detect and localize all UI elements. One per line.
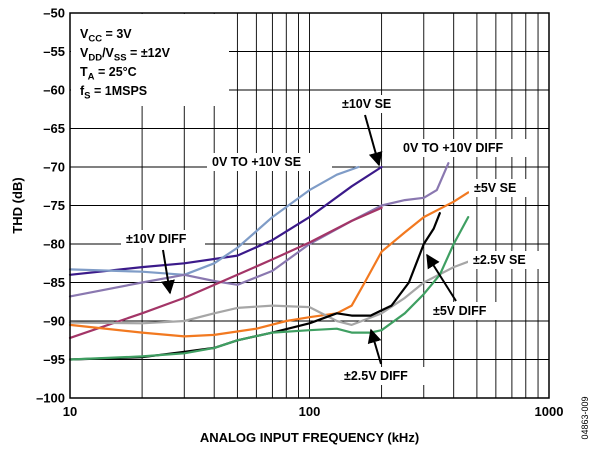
condition-line: VCC = 3V — [80, 27, 132, 45]
series-lines — [68, 162, 470, 361]
series-label-10v-se: ±10V SE — [342, 97, 391, 111]
label-bg-2-5v-se — [468, 251, 544, 269]
y-tick-label: –95 — [43, 352, 65, 367]
y-tick-label: –55 — [43, 44, 65, 59]
series-line--10v-se — [68, 165, 383, 276]
label-bg-10v-se — [336, 95, 400, 113]
y-tick-label: –75 — [43, 198, 65, 213]
x-tick-label: 100 — [299, 404, 321, 419]
arrow-10v-diff — [161, 249, 175, 295]
series-label-0v-to-10v-diff: 0V TO +10V DIFF — [403, 141, 504, 155]
y-tick-label: –60 — [43, 83, 65, 98]
series-line--10v-diff — [68, 206, 383, 339]
y-tick-label: –85 — [43, 275, 65, 290]
figure-id: 04863-009 — [580, 396, 590, 439]
label-bg-0v-to-10v-diff — [398, 139, 536, 157]
plot-frame — [69, 12, 550, 399]
arrow-5v-diff — [426, 253, 457, 302]
series-annotations: ±10V SE 0V TO +10V SE 0V TO +10V DIFF ±10V … — [121, 95, 544, 385]
arrow-2-5v-diff — [367, 328, 382, 365]
series-label-2-5v-se: ±2.5V SE — [473, 253, 526, 267]
label-bg-2-5v-diff — [339, 367, 431, 385]
y-axis-title: THD (dB) — [10, 177, 25, 233]
series-label-2-5v-diff: ±2.5V DIFF — [344, 369, 408, 383]
series-line--2-5v-se — [68, 260, 470, 326]
label-bg-0v-to-10v-se — [207, 153, 332, 171]
arrow-10v-se — [364, 114, 383, 167]
condition-line: TA = 25°C — [80, 65, 137, 83]
x-tick-label: 1000 — [535, 404, 564, 419]
label-bg-5v-diff — [428, 302, 504, 320]
condition-line: VDD/VSS = ±12V — [80, 46, 171, 64]
y-tick-label: –80 — [43, 237, 65, 252]
series-line-0v-to-10v-diff — [68, 162, 450, 298]
y-tick-label: –90 — [43, 314, 65, 329]
x-axis-title: ANALOG INPUT FREQUENCY (kHz) — [200, 430, 419, 445]
series-line--2-5v-diff — [68, 216, 470, 361]
series-label-10v-diff: ±10V DIFF — [126, 232, 187, 246]
axis-titles: ANALOG INPUT FREQUENCY (kHz) THD (dB) — [10, 177, 419, 445]
series-line--5v-se — [68, 191, 470, 338]
plot-border — [69, 12, 550, 399]
condition-line: fS = 1MSPS — [80, 84, 147, 102]
series-label-5v-se: ±5V SE — [474, 181, 516, 195]
conditions-box — [71, 14, 229, 106]
y-tick-label: –65 — [43, 121, 65, 136]
y-tick-label: –70 — [43, 160, 65, 175]
series-label-0v-to-10v-se: 0V TO +10V SE — [212, 155, 301, 169]
series-label-5v-diff: ±5V DIFF — [433, 304, 487, 318]
y-tick-label: –50 — [43, 6, 65, 21]
label-bg-10v-diff — [121, 230, 205, 248]
series-line-0v-to-10v-se — [68, 165, 360, 276]
x-tick-label: 10 — [63, 404, 77, 419]
label-bg-5v-se — [469, 179, 531, 197]
y-tick-label: –100 — [36, 391, 65, 406]
